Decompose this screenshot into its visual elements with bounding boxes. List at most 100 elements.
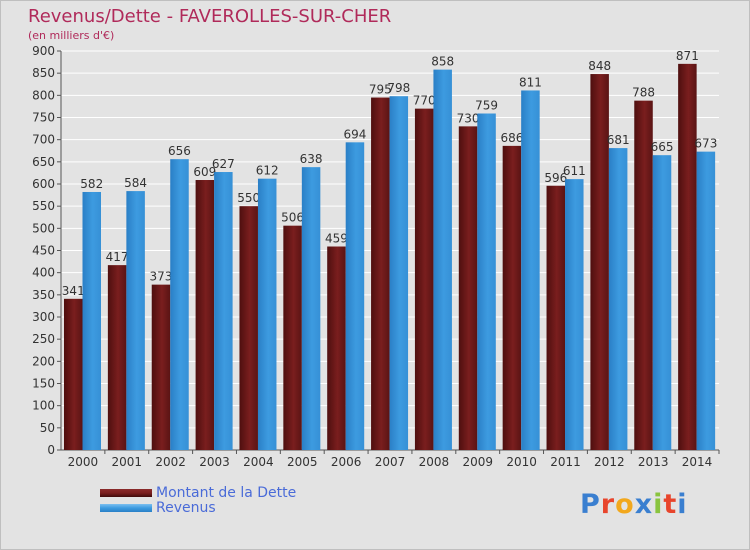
chart-title: Revenus/Dette - FAVEROLLES-SUR-CHER xyxy=(28,6,392,27)
data-label: 858 xyxy=(431,55,454,69)
x-tick-label: 2009 xyxy=(462,455,493,469)
data-label: 373 xyxy=(150,270,173,284)
data-label: 871 xyxy=(676,49,699,63)
data-label: 584 xyxy=(124,176,147,190)
bar-revenus xyxy=(170,159,189,450)
bar-dette xyxy=(64,298,83,450)
bar-revenus xyxy=(608,148,628,450)
data-label: 759 xyxy=(475,99,498,113)
data-label: 612 xyxy=(256,164,279,178)
bar-dette xyxy=(107,265,127,450)
data-label: 627 xyxy=(212,157,235,171)
bar-dette xyxy=(371,97,390,451)
chart-subtitle: (en milliers d'€) xyxy=(28,29,115,42)
bar-revenus xyxy=(257,178,277,450)
bar-dette xyxy=(590,74,609,450)
bar-dette xyxy=(414,108,434,450)
bar-revenus xyxy=(301,167,321,451)
data-label: 550 xyxy=(237,191,260,205)
data-label: 417 xyxy=(106,250,129,264)
y-tick-label: 300 xyxy=(32,310,55,324)
y-tick-label: 650 xyxy=(32,155,55,169)
x-tick-label: 2005 xyxy=(287,455,318,469)
data-label: 673 xyxy=(694,137,717,151)
y-tick-label: 700 xyxy=(32,133,55,147)
bar-dette xyxy=(327,246,346,450)
logo-letter: x xyxy=(634,489,654,520)
y-tick-label: 450 xyxy=(32,244,55,258)
bar-dette xyxy=(151,284,171,450)
y-tick-label: 250 xyxy=(32,332,55,346)
y-tick-label: 850 xyxy=(32,66,55,80)
x-tick-label: 2013 xyxy=(638,455,669,469)
data-label: 459 xyxy=(325,232,348,246)
y-tick-label: 550 xyxy=(32,199,55,213)
y-tick-label: 150 xyxy=(32,377,55,391)
y-tick-label: 600 xyxy=(32,177,55,191)
data-label: 694 xyxy=(343,127,366,141)
bar-revenus xyxy=(521,90,540,450)
data-label: 665 xyxy=(651,140,674,154)
data-label: 596 xyxy=(544,171,567,185)
data-label: 811 xyxy=(519,75,542,89)
data-label: 681 xyxy=(607,133,630,147)
bar-revenus xyxy=(565,179,584,450)
bar-dette xyxy=(239,206,258,450)
y-tick-label: 800 xyxy=(32,88,55,102)
bar-dette xyxy=(502,145,522,450)
logo-letter: o xyxy=(615,489,635,520)
y-tick-label: 900 xyxy=(32,44,55,58)
data-label: 582 xyxy=(80,177,103,191)
bar-revenus xyxy=(345,142,365,450)
logo-letter: P xyxy=(580,489,601,520)
x-tick-label: 2010 xyxy=(506,455,537,469)
bar-dette xyxy=(283,225,302,450)
y-tick-label: 400 xyxy=(32,266,55,280)
bar-dette xyxy=(195,180,215,450)
y-tick-label: 350 xyxy=(32,288,55,302)
data-label: 656 xyxy=(168,144,191,158)
bar-dette xyxy=(634,100,653,451)
x-tick-label: 2002 xyxy=(155,455,186,469)
data-label: 848 xyxy=(588,59,611,73)
x-tick-label: 2001 xyxy=(112,455,143,469)
y-tick-label: 50 xyxy=(40,421,55,435)
legend-label-dette: Montant de la Dette xyxy=(156,485,297,501)
data-label: 609 xyxy=(193,165,216,179)
bar-revenus xyxy=(214,172,233,450)
x-tick-label: 2008 xyxy=(419,455,450,469)
legend-label-revenus: Revenus xyxy=(156,500,216,516)
x-tick-label: 2014 xyxy=(682,455,713,469)
bar-revenus xyxy=(82,191,101,451)
x-tick-label: 2004 xyxy=(243,455,274,469)
data-label: 506 xyxy=(281,211,304,225)
bar-dette xyxy=(458,126,478,450)
data-label: 611 xyxy=(563,164,586,178)
x-tick-label: 2007 xyxy=(375,455,406,469)
data-label: 795 xyxy=(369,83,392,97)
bar-dette xyxy=(546,185,566,451)
bar-dette xyxy=(678,63,697,451)
data-label: 341 xyxy=(62,284,85,298)
data-label: 730 xyxy=(457,111,480,125)
x-tick-label: 2000 xyxy=(68,455,99,469)
data-label: 686 xyxy=(500,131,523,145)
bar-revenus xyxy=(652,155,672,450)
x-tick-label: 2011 xyxy=(550,455,581,469)
bar-revenus xyxy=(477,113,496,450)
legend-swatch-dette xyxy=(100,489,152,497)
y-tick-label: 100 xyxy=(32,399,55,413)
bar-revenus xyxy=(433,69,452,451)
x-tick-label: 2003 xyxy=(199,455,230,469)
y-tick-label: 0 xyxy=(47,443,55,457)
y-tick-label: 750 xyxy=(32,111,55,125)
data-label: 788 xyxy=(632,86,655,100)
y-tick-label: 200 xyxy=(32,354,55,368)
logo-letter: t xyxy=(663,489,678,520)
legend-swatch-revenus xyxy=(100,504,152,512)
bar-revenus xyxy=(126,191,145,451)
x-tick-label: 2006 xyxy=(331,455,362,469)
y-tick-label: 500 xyxy=(32,221,55,235)
data-label: 638 xyxy=(300,152,323,166)
